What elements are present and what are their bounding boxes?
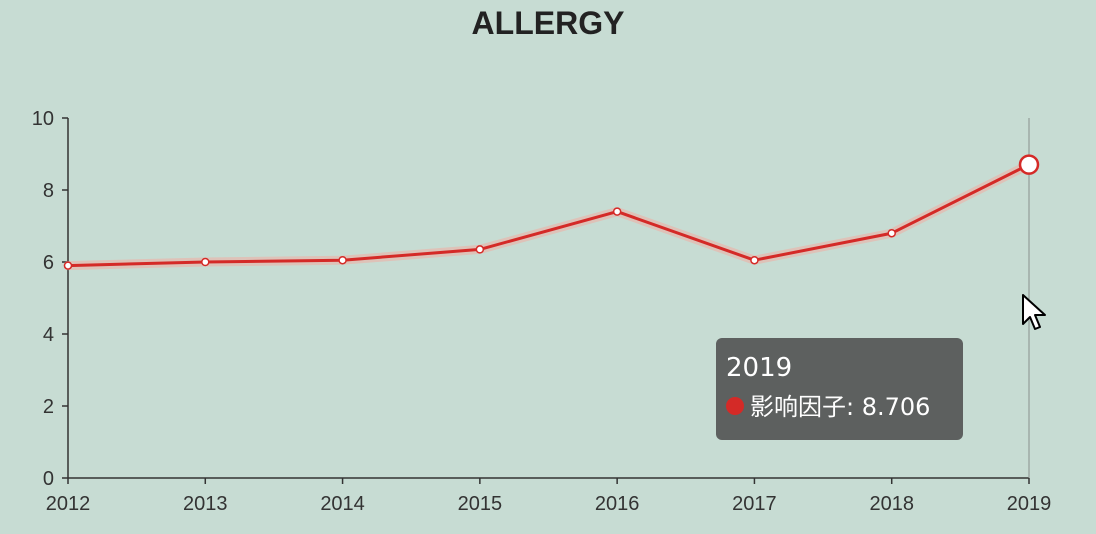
x-tick-label: 2012 (46, 493, 91, 515)
y-tick-label: 0 (43, 468, 54, 490)
chart-title: ALLERGY (472, 5, 625, 41)
plot-area (63, 118, 1040, 478)
y-tick-label: 4 (43, 324, 54, 346)
y-tick-label: 8 (43, 180, 54, 202)
x-tick-label: 2019 (1007, 493, 1052, 515)
axes: 0 2 4 6 8 10 2012 2013 2014 2015 2016 2017 2018 2019 (32, 108, 1052, 515)
tooltip-title: 2019 (726, 353, 793, 383)
tooltip-value: 8.706 (861, 393, 931, 421)
data-point (338, 255, 347, 265)
y-tick-label: 6 (43, 252, 54, 274)
highlighted-data-point (1018, 154, 1040, 175)
y-tick-label: 10 (32, 108, 54, 130)
x-tick-label: 2017 (732, 493, 777, 515)
tooltip-separator: : (846, 393, 862, 421)
x-tick-label: 2013 (183, 493, 228, 515)
x-tick-label: 2016 (595, 493, 640, 515)
tooltip-row: 影响因子: 8.706 (726, 392, 953, 422)
data-point (612, 207, 622, 216)
x-tick-label: 2015 (458, 493, 503, 515)
mouse-pointer-icon (1022, 294, 1046, 330)
x-tick-label: 2014 (320, 493, 365, 515)
data-point (887, 228, 896, 238)
data-point (201, 257, 210, 267)
series-line-shadow (63, 160, 1034, 271)
data-point (63, 261, 73, 270)
data-point (750, 255, 759, 265)
tooltip-series-name: 影响因子 (750, 393, 846, 421)
tooltip: 2019 影响因子: 8.706 (716, 338, 963, 440)
data-point (475, 245, 485, 254)
series-marker-dot (726, 397, 744, 415)
x-tick-label: 2018 (869, 493, 914, 515)
series-line (66, 163, 1031, 268)
y-tick-label: 2 (43, 396, 54, 418)
